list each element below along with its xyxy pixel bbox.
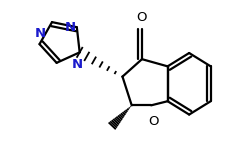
Text: O: O <box>148 115 159 128</box>
Text: O: O <box>137 11 147 24</box>
Text: N: N <box>35 27 46 40</box>
Text: N: N <box>65 21 76 34</box>
Text: N: N <box>72 58 83 71</box>
